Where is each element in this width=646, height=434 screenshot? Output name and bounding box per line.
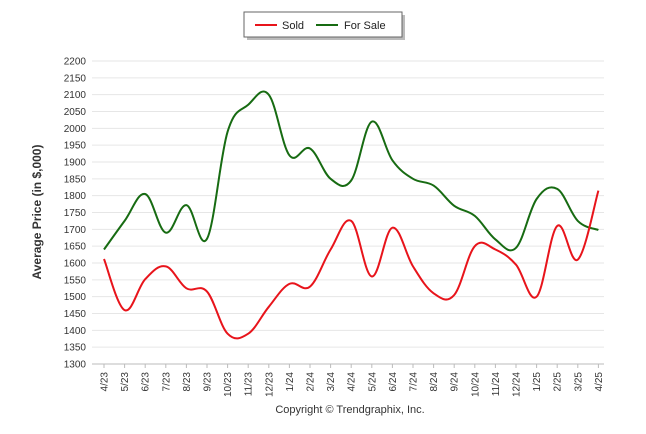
legend-label-for-sale: For Sale <box>344 20 386 32</box>
y-tick-label: 2200 <box>64 57 87 68</box>
legend-label-sold: Sold <box>282 20 304 32</box>
x-tick-label: 12/23 <box>264 372 275 397</box>
series-lines <box>103 90 600 340</box>
y-tick-label: 2000 <box>64 124 87 135</box>
x-tick-label: 6/24 <box>388 372 399 392</box>
x-tick-label: 10/24 <box>470 372 481 397</box>
x-tick-label: 9/24 <box>450 372 461 392</box>
y-tick-label: 2150 <box>64 73 87 84</box>
x-tick-label: 1/25 <box>532 372 543 392</box>
y-axis-ticks: 1300 1350 1400 1450 1500 1550 1600 1650 1700 1750… <box>64 57 87 371</box>
y-axis-label: Average Price (in $,000) <box>30 145 44 280</box>
x-tick-label: 11/23 <box>244 372 255 397</box>
x-tick-label: 3/25 <box>573 372 584 392</box>
x-tick-label: 3/24 <box>326 372 337 392</box>
x-tick-label: 5/24 <box>367 372 378 392</box>
x-tick-label: 10/23 <box>223 372 234 397</box>
grid-lines <box>92 60 604 365</box>
x-tick-label: 6/23 <box>141 372 152 392</box>
x-tick-label: 2/25 <box>553 372 564 392</box>
y-tick-label: 1550 <box>64 275 87 286</box>
y-tick-label: 1600 <box>64 259 87 270</box>
x-tick-label: 7/23 <box>161 372 172 392</box>
y-tick-label: 1400 <box>64 326 87 337</box>
y-tick-label: 1500 <box>64 292 87 303</box>
x-tick-label: 4/25 <box>594 372 605 392</box>
y-tick-label: 1750 <box>64 208 87 219</box>
series-line-sold <box>103 190 600 340</box>
x-tick-label: 8/23 <box>182 372 193 392</box>
y-tick-label: 1350 <box>64 343 87 354</box>
x-tick-label: 1/24 <box>285 372 296 392</box>
y-tick-label: 2050 <box>64 107 87 118</box>
x-tick-label: 8/24 <box>429 372 440 392</box>
x-tick-label: 5/23 <box>120 372 131 392</box>
x-tick-label: 4/23 <box>100 372 111 392</box>
y-tick-label: 1850 <box>64 174 87 185</box>
y-tick-label: 1300 <box>64 360 87 371</box>
y-tick-label: 1800 <box>64 191 87 202</box>
y-tick-label: 1900 <box>64 158 87 169</box>
x-tick-label: 9/23 <box>203 372 214 392</box>
x-tick-label: 4/24 <box>347 372 358 392</box>
legend: Sold For Sale <box>243 11 405 40</box>
x-tick-label: 7/24 <box>409 372 420 392</box>
x-tick-label: 11/24 <box>491 372 502 397</box>
y-tick-label: 1450 <box>64 309 87 320</box>
y-tick-label: 1650 <box>64 242 87 253</box>
copyright-text: Copyright © Trendgraphix, Inc. <box>275 404 424 416</box>
x-axis-ticks: 4/23 5/23 6/23 7/23 8/23 9/23 10/23 11/23 12/23 1… <box>100 364 605 397</box>
x-tick-label: 2/24 <box>306 372 317 392</box>
y-tick-label: 1700 <box>64 225 87 236</box>
series-line-for-sale <box>103 90 599 252</box>
x-tick-label: 12/24 <box>512 372 523 397</box>
y-tick-label: 2100 <box>64 90 87 101</box>
y-tick-label: 1950 <box>64 141 87 152</box>
